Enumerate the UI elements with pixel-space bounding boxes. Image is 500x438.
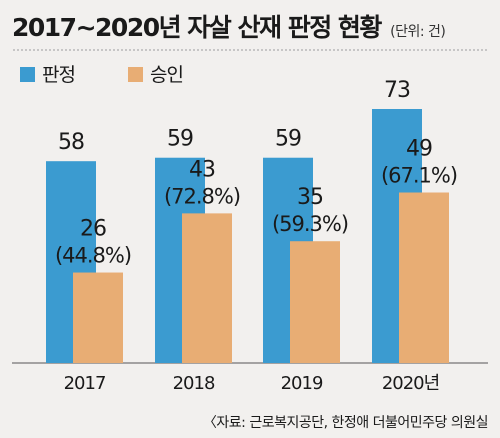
source-note: 〈자료: 근로복지공단, 한정애 더불어민주당 의원실 [202,415,489,431]
legend-swatch-approval [128,67,143,82]
bar-approval-cat-4 [399,192,449,363]
value-label-judgment-cat-1: 58 [58,130,84,155]
legend-swatch-judgment [20,67,35,82]
rate-label-approval-cat-1: (44.8%) [55,244,131,268]
chart-title-text: 2017~2020년 자살 산재 판정 현황 [12,13,382,42]
chart-title: 2017~2020년 자살 산재 판정 현황 (단위: 건) [12,8,446,44]
x-tick-label-cat-4: 2020년 [382,373,439,394]
value-label-approval-cat-2: 43 [189,157,215,182]
x-tick-label-cat-3: 2019 [281,373,323,394]
bar-approval-cat-1 [73,272,123,363]
value-label-approval-cat-1: 26 [80,217,106,242]
rate-label-approval-cat-3: (59.3%) [272,212,348,236]
bar-approval-cat-2 [182,213,232,363]
rate-label-approval-cat-4: (67.1%) [381,164,457,188]
value-label-judgment-cat-2: 59 [167,127,193,152]
title-divider [12,48,488,52]
value-label-approval-cat-3: 35 [297,185,323,210]
rate-label-approval-cat-2: (72.8%) [164,184,240,208]
unit-label: (단위: 건) [390,24,446,40]
value-label-approval-cat-4: 49 [406,137,432,162]
value-label-judgment-cat-4: 73 [384,78,410,103]
legend-label-judgment: 판정 [42,64,75,86]
bar-approval-cat-3 [290,241,340,363]
x-tick-label-cat-2: 2018 [173,373,215,394]
legend-label-approval: 승인 [150,64,183,86]
x-tick-label-cat-1: 2017 [64,373,106,394]
value-label-judgment-cat-3: 59 [275,127,301,152]
